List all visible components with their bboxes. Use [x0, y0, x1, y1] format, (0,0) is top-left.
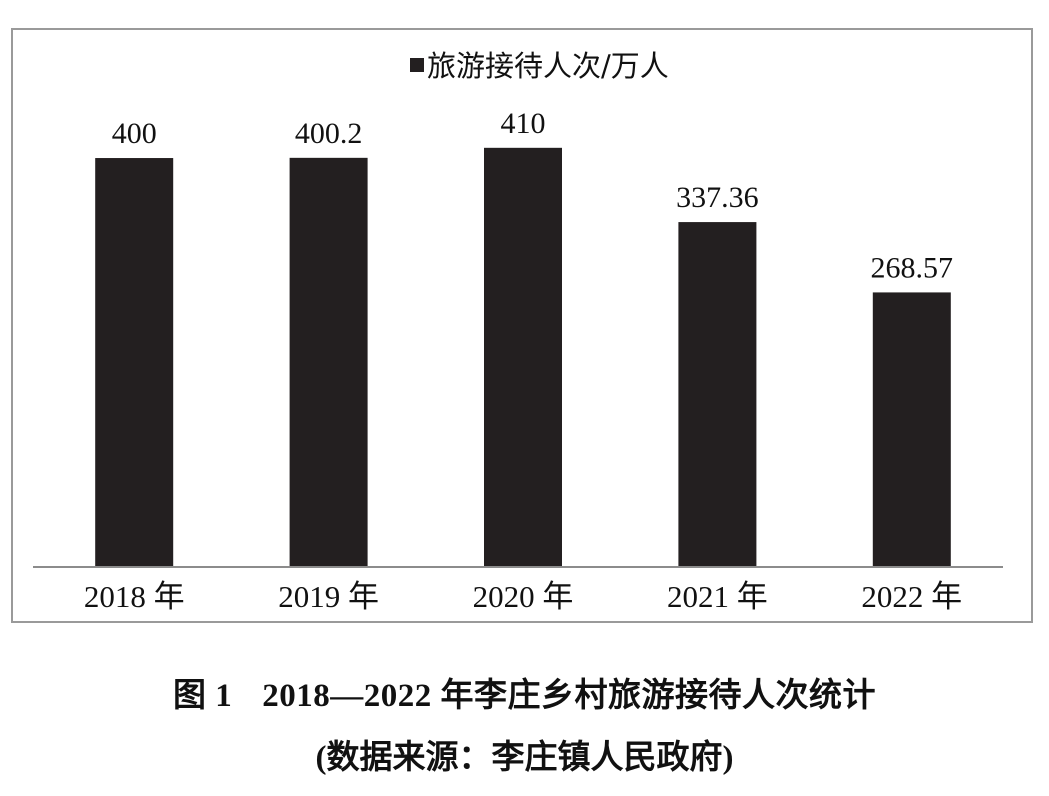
legend: 旅游接待人次/万人 [410, 49, 669, 83]
data-label: 410 [501, 107, 546, 140]
bar [872, 292, 951, 567]
legend-label: 旅游接待人次/万人 [427, 49, 669, 83]
data-label: 268.57 [871, 251, 954, 284]
chart-frame: 旅游接待人次/万人 400 2018 年 400.2 2019 年 410 2020 年 33… [11, 28, 1033, 623]
data-label: 400.2 [295, 117, 363, 150]
category-label: 2022 年 [861, 579, 962, 614]
bar [95, 158, 174, 568]
bar [484, 147, 562, 567]
category-label: 2020 年 [473, 579, 574, 614]
data-label: 400 [112, 117, 157, 150]
bar-chart: 旅游接待人次/万人 400 2018 年 400.2 2019 年 410 2020 年 33… [33, 49, 1003, 614]
data-label: 337.36 [676, 181, 759, 214]
category-label: 2019 年 [278, 579, 379, 614]
figure-title: 2018—2022 年李庄乡村旅游接待人次统计 [262, 678, 876, 714]
bar [678, 222, 757, 567]
category-label: 2018 年 [84, 579, 185, 614]
legend-swatch [410, 58, 424, 72]
bar [289, 157, 368, 567]
figure-number: 图 1 [173, 678, 233, 714]
data-source-note: (数据来源：李庄镇人民政府) [315, 740, 734, 776]
figure-caption: 图 1 2018—2022 年李庄乡村旅游接待人次统计 [0, 668, 1049, 716]
category-label: 2021 年 [667, 579, 768, 614]
